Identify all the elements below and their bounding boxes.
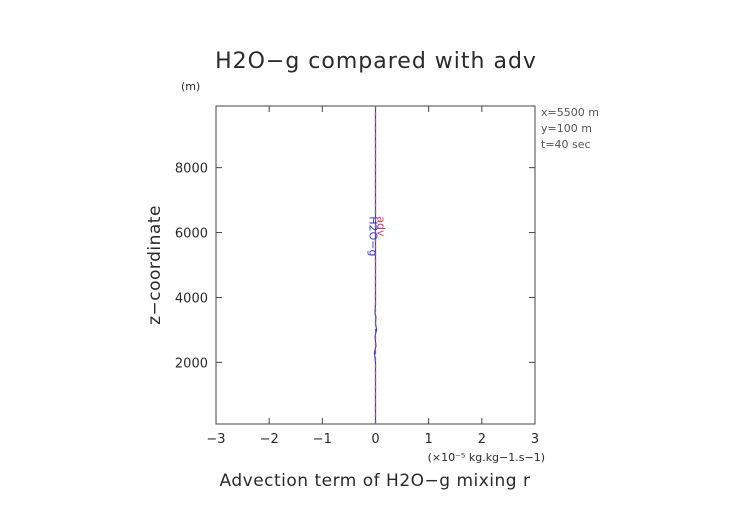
series-label-0: H2O−g — [367, 216, 380, 256]
x-axis-unit: (×10⁻⁵ kg.kg−1.s−1) — [428, 451, 545, 464]
chart-title: H2O−g compared with adv — [215, 49, 537, 74]
series-layer — [373, 106, 378, 424]
series-label-1: adv — [375, 216, 388, 237]
y-tick-label: 2000 — [175, 356, 208, 371]
y-tick-label: 8000 — [175, 162, 208, 177]
y-tick-label: 4000 — [175, 291, 208, 306]
x-tick-label: 3 — [531, 432, 539, 447]
y-tick-label: 6000 — [175, 227, 208, 242]
info-line-y: y=100 m — [541, 122, 592, 135]
x-tick-label: 0 — [371, 432, 379, 447]
info-line-x: x=5500 m — [541, 106, 599, 119]
x-tick-label: −1 — [313, 432, 332, 447]
y-axis-ticks: 2000 4000 6000 8000 — [175, 162, 535, 371]
x-tick-label: 2 — [478, 432, 486, 447]
x-tick-label: −2 — [260, 432, 279, 447]
info-box: x=5500 m y=100 m t=40 sec — [541, 106, 599, 151]
y-axis-label: z−coordinate — [145, 205, 165, 325]
y-axis-unit: (m) — [181, 80, 200, 93]
x-axis-label: Advection term of H2O−g mixing r — [220, 471, 531, 491]
info-line-t: t=40 sec — [541, 138, 591, 151]
x-tick-label: 1 — [425, 432, 433, 447]
x-tick-label: −3 — [206, 432, 225, 447]
x-axis-ticks: −3 −2 −1 0 1 2 3 — [206, 106, 539, 447]
